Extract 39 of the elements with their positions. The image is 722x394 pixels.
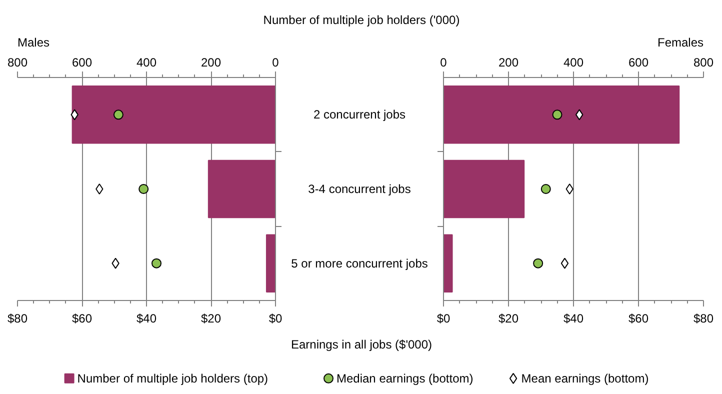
x2-tick-label: 800 bbox=[693, 56, 714, 70]
chart-title: Females bbox=[657, 36, 704, 50]
x2-tick-label: 200 bbox=[498, 56, 519, 70]
x-tick-label: $40 bbox=[563, 312, 584, 326]
x-axis-title: Earnings in all jobs ($'000) bbox=[290, 338, 432, 352]
x2-tick-label: 800 bbox=[7, 56, 28, 70]
x-tick-label: $40 bbox=[136, 312, 157, 326]
point bbox=[560, 258, 569, 269]
point bbox=[113, 110, 124, 120]
x2-tick-label: 600 bbox=[72, 56, 92, 70]
x-tick-label: $0 bbox=[436, 312, 450, 326]
point bbox=[540, 184, 551, 194]
legend-label: Median earnings (bottom) bbox=[336, 371, 474, 386]
point bbox=[151, 258, 162, 268]
x-tick-label: $20 bbox=[200, 312, 222, 326]
point bbox=[566, 184, 574, 194]
x-tick-label: $0 bbox=[268, 312, 282, 326]
x-tick-label: $80 bbox=[693, 312, 714, 326]
y-tick-label: 2 concurrent jobs bbox=[313, 108, 406, 122]
legend-label: Number of multiple job holders (top) bbox=[77, 371, 268, 386]
point bbox=[138, 184, 149, 194]
point bbox=[96, 184, 104, 194]
x2-tick-label: 600 bbox=[628, 56, 649, 70]
x2-axis-title: Number of multiple job holders ('000) bbox=[263, 13, 460, 28]
legend-label: Mean earnings (bottom) bbox=[521, 371, 649, 386]
y-tick-label: 3-4 concurrent jobs bbox=[308, 182, 411, 196]
x-tick-label: $20 bbox=[498, 312, 519, 326]
x-tick-label: $80 bbox=[7, 312, 28, 326]
x-tick-label: $60 bbox=[628, 312, 649, 326]
x2-tick-label: 0 bbox=[272, 56, 280, 70]
x2-tick-label: 400 bbox=[563, 56, 584, 70]
point bbox=[552, 110, 562, 120]
chart-title: Males bbox=[18, 36, 50, 50]
point bbox=[533, 258, 544, 268]
x2-tick-label: 200 bbox=[200, 56, 222, 70]
x-tick-label: $60 bbox=[72, 312, 92, 326]
x2-tick-label: 400 bbox=[136, 56, 157, 70]
y-tick-label: 5 or more concurrent jobs bbox=[291, 256, 428, 270]
x2-tick-label: 0 bbox=[440, 56, 448, 70]
